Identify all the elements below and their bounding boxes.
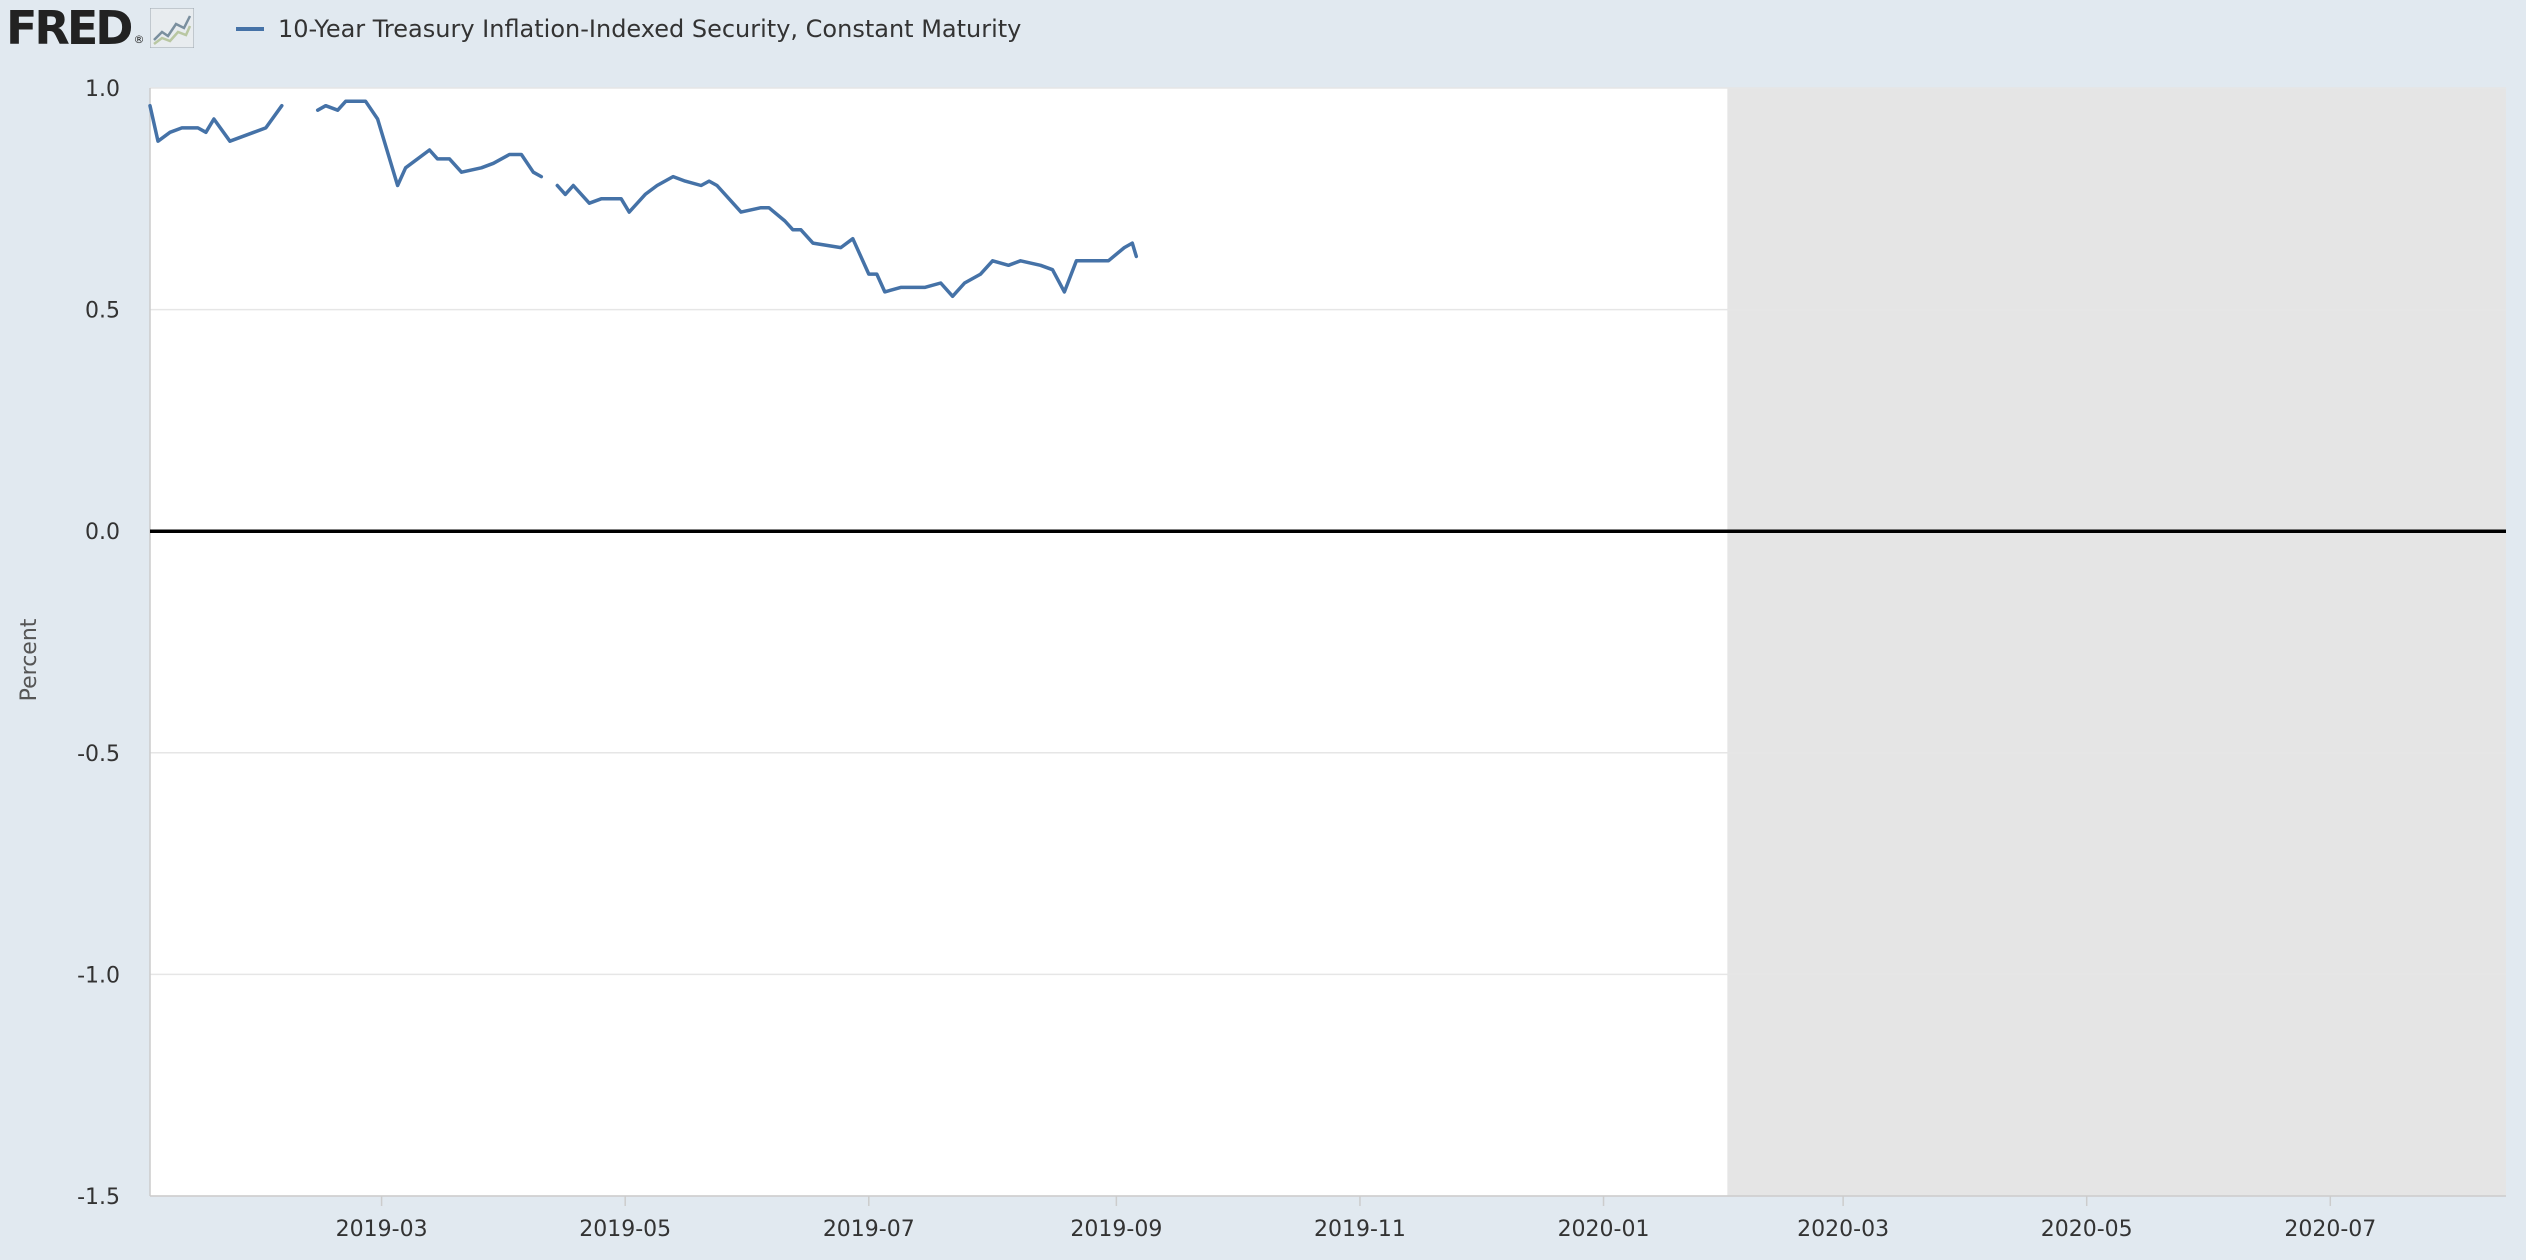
series-line: [315, 99, 544, 188]
logo-text: FRED: [6, 1, 133, 55]
x-tick-label: 2020-05: [2041, 1217, 2133, 1242]
y-tick-label: 0.5: [85, 299, 120, 324]
x-tick-label: 2019-03: [336, 1217, 428, 1242]
recession-shading: [1727, 88, 2506, 1196]
y-tick-label: 1.0: [85, 77, 120, 102]
y-axis-label: Percent: [14, 618, 54, 701]
x-tick-label: 2019-09: [1070, 1217, 1162, 1242]
y-tick-label: 0.0: [85, 520, 120, 545]
x-tick-label: 2020-01: [1558, 1217, 1650, 1242]
legend-label: 10-Year Treasury Inflation-Indexed Secur…: [278, 15, 1022, 43]
line-chart-icon: [150, 8, 195, 48]
x-tick-label: 2019-07: [823, 1217, 915, 1242]
series-line: [148, 103, 284, 143]
legend-swatch: [236, 27, 264, 31]
x-tick-label: 2019-05: [579, 1217, 671, 1242]
chart-legend[interactable]: 10-Year Treasury Inflation-Indexed Secur…: [236, 12, 1021, 46]
x-tick-label: 2019-11: [1314, 1217, 1406, 1242]
y-tick-label: -1.5: [77, 1185, 120, 1210]
series-line: [555, 174, 1139, 299]
y-tick-label: -0.5: [77, 742, 120, 767]
x-tick-label: 2020-03: [1797, 1217, 1889, 1242]
fred-logo[interactable]: FRED ®: [6, 1, 195, 55]
header: FRED ® 10-Year Treasury Inflation-Indexe…: [0, 0, 2526, 60]
y-axis-label-text: Percent: [17, 618, 42, 701]
registered-mark: ®: [133, 32, 145, 46]
x-tick-label: 2020-07: [2284, 1217, 2376, 1242]
y-tick-label: -1.0: [77, 963, 120, 988]
